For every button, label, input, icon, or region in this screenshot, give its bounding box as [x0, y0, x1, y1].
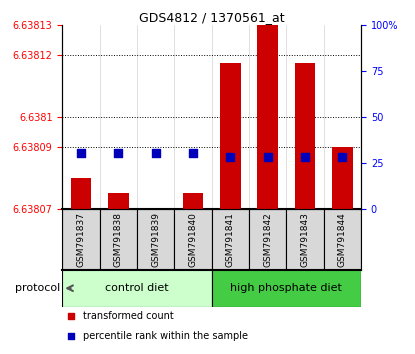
- Bar: [257, 25, 278, 209]
- Point: [152, 150, 159, 156]
- Point: [264, 154, 271, 160]
- Text: GSM791840: GSM791840: [188, 212, 198, 267]
- Text: high phosphate diet: high phosphate diet: [230, 283, 342, 293]
- Bar: [220, 63, 241, 209]
- Point: [290, 255, 296, 261]
- Point: [227, 154, 234, 160]
- Text: percentile rank within the sample: percentile rank within the sample: [83, 331, 248, 341]
- Text: protocol: protocol: [15, 283, 61, 293]
- Text: GSM791839: GSM791839: [151, 212, 160, 267]
- Text: transformed count: transformed count: [83, 311, 174, 321]
- Bar: [286, 209, 324, 270]
- Bar: [295, 63, 315, 209]
- Bar: [71, 178, 91, 209]
- Bar: [249, 209, 286, 270]
- Point: [302, 154, 308, 160]
- Bar: [183, 193, 203, 209]
- Bar: [212, 209, 249, 270]
- Text: GSM791838: GSM791838: [114, 212, 123, 267]
- Text: GSM791841: GSM791841: [226, 212, 235, 267]
- Point: [78, 150, 84, 156]
- Bar: [174, 209, 212, 270]
- Bar: [108, 193, 129, 209]
- Point: [339, 154, 346, 160]
- Bar: [100, 209, 137, 270]
- Text: GSM791842: GSM791842: [263, 212, 272, 267]
- Point: [290, 72, 296, 77]
- Text: control diet: control diet: [105, 283, 169, 293]
- Text: GSM791843: GSM791843: [300, 212, 310, 267]
- Bar: [212, 270, 361, 307]
- Point: [190, 150, 196, 156]
- Text: GSM791837: GSM791837: [76, 212, 85, 267]
- Bar: [62, 270, 212, 307]
- Bar: [332, 147, 353, 209]
- Bar: [137, 209, 174, 270]
- Text: GSM791844: GSM791844: [338, 212, 347, 267]
- Bar: [324, 209, 361, 270]
- Bar: [62, 209, 100, 270]
- Point: [115, 150, 122, 156]
- Title: GDS4812 / 1370561_at: GDS4812 / 1370561_at: [139, 11, 284, 24]
